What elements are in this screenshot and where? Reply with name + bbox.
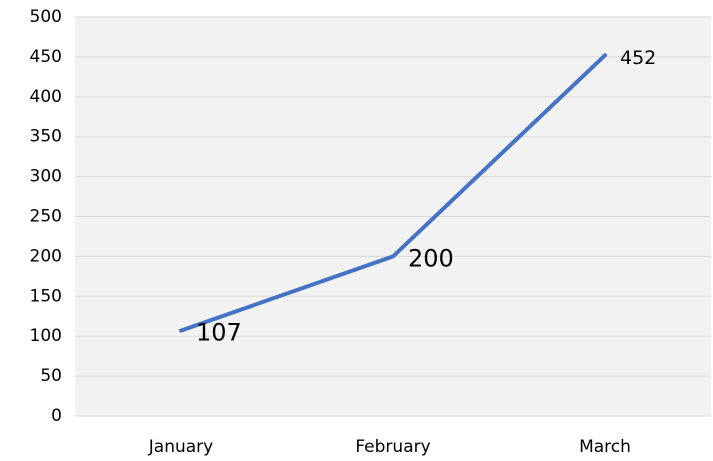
y-tick-label: 300 — [30, 167, 62, 187]
y-tick-label: 400 — [30, 87, 62, 107]
data-label: 107 — [196, 319, 242, 347]
y-tick-label: 200 — [30, 246, 62, 266]
y-tick-label: 0 — [51, 406, 62, 426]
x-tick-label: February — [355, 437, 430, 457]
y-tick-label: 500 — [30, 7, 62, 27]
y-tick-label: 150 — [30, 286, 62, 306]
y-tick-label: 450 — [30, 47, 62, 67]
y-tick-label: 350 — [30, 127, 62, 147]
line-series — [179, 53, 607, 333]
data-label: 452 — [620, 47, 656, 69]
data-label: 200 — [408, 244, 454, 272]
x-tick-label: March — [579, 437, 631, 457]
y-tick-label: 250 — [30, 207, 62, 227]
x-tick-label: January — [148, 437, 213, 457]
y-tick-label: 100 — [30, 326, 62, 346]
y-tick-label: 50 — [40, 366, 62, 386]
